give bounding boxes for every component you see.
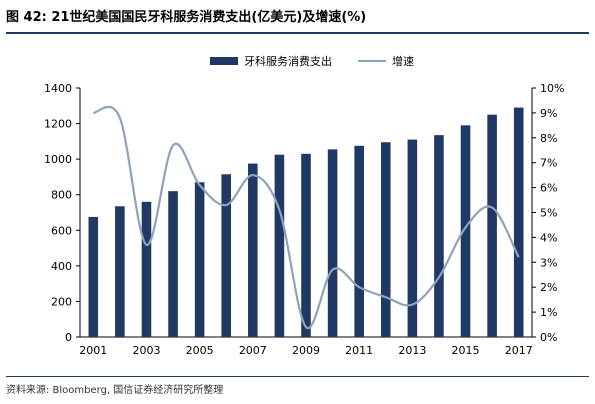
x-tick-label: 2017 — [505, 344, 533, 357]
x-tick-label: 2003 — [132, 344, 160, 357]
y-left-tick-label: 200 — [51, 295, 72, 308]
y-right-tick-label: 0% — [540, 331, 557, 344]
x-tick-label: 2009 — [292, 344, 320, 357]
y-right-tick-label: 7% — [540, 157, 557, 170]
legend-bar-swatch — [210, 57, 238, 65]
bar — [274, 154, 285, 337]
bar — [88, 216, 99, 337]
chart-title: 图 42: 21世纪美国国民牙科服务消费支出(亿美元)及增速(%) — [6, 10, 367, 25]
y-right-tick-label: 6% — [540, 182, 557, 195]
line-series — [93, 105, 520, 330]
y-right-tick-label: 3% — [540, 256, 557, 269]
bar — [194, 182, 205, 337]
bar — [248, 163, 258, 337]
title-divider — [6, 32, 589, 34]
growth-line — [93, 105, 520, 330]
bar — [327, 149, 338, 337]
y-left-tick-label: 1400 — [44, 82, 72, 95]
chart-axes: 0 200 400 600 800 1000 1200 1400 0% 1% 2% 3% 4% 5% 6% 7… — [44, 82, 564, 357]
y-left-tick-label: 400 — [51, 260, 72, 273]
legend-bar-label: 牙科服务消费支出 — [244, 54, 332, 68]
x-tick-label: 2005 — [186, 344, 214, 357]
y-left-tick-label: 0 — [65, 331, 72, 344]
y-right-tick-label: 10% — [540, 82, 564, 95]
y-right-tick-label: 4% — [540, 231, 557, 244]
y-left-tick-label: 1200 — [44, 118, 72, 131]
y-left-tick-label: 800 — [51, 189, 72, 202]
bar — [221, 174, 232, 337]
y-right-tick-label: 1% — [540, 306, 557, 319]
chart-legend: 牙科服务消费支出 增速 — [210, 54, 414, 68]
x-tick-label: 2013 — [398, 344, 426, 357]
bar-series — [88, 107, 524, 337]
x-tick-label: 2015 — [452, 344, 480, 357]
source-note: 资料来源: Bloomberg, 国信证券经济研究所整理 — [6, 385, 224, 396]
y-right-tick-label: 5% — [540, 207, 557, 220]
bar — [460, 125, 471, 337]
bar — [301, 153, 311, 337]
source-divider — [6, 376, 589, 377]
x-tick-label: 2011 — [345, 344, 373, 357]
y-left-tick-label: 600 — [51, 224, 72, 237]
y-right-tick-label: 9% — [540, 107, 557, 120]
legend-line-label: 增速 — [392, 54, 414, 68]
y-left-tick-label: 1000 — [44, 153, 72, 166]
bar — [168, 191, 178, 337]
bar — [354, 145, 364, 337]
bar — [141, 201, 152, 337]
y-right-tick-label: 8% — [540, 132, 557, 145]
bar — [434, 135, 444, 337]
bar — [487, 114, 497, 337]
bar — [380, 142, 391, 337]
bar — [115, 206, 125, 337]
bar — [407, 139, 418, 337]
bar — [513, 107, 524, 337]
x-tick-label: 2001 — [79, 344, 107, 357]
y-right-tick-label: 2% — [540, 281, 557, 294]
x-tick-label: 2007 — [239, 344, 267, 357]
